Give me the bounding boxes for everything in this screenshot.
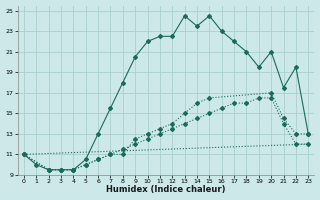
X-axis label: Humidex (Indice chaleur): Humidex (Indice chaleur) xyxy=(106,185,226,194)
